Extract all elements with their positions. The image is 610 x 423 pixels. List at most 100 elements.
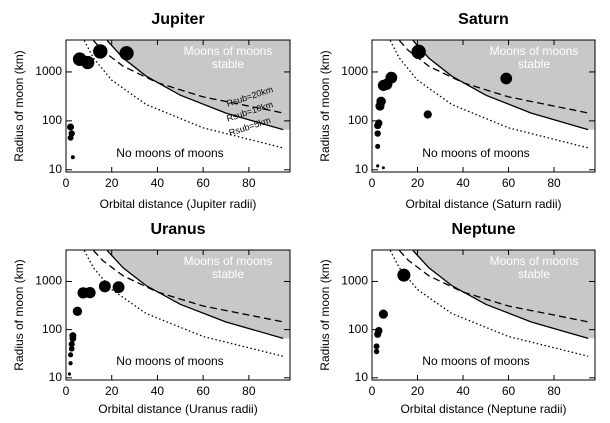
x-axis-label: Orbital distance (Neptune radii)	[400, 402, 566, 416]
moon-point	[385, 71, 398, 84]
moon-point	[375, 326, 383, 335]
x-tick-label: 20	[411, 176, 425, 190]
limit-curve	[412, 40, 589, 131]
axes-frame	[65, 249, 291, 381]
panel-title: Uranus	[150, 221, 205, 238]
x-tick-label: 80	[547, 384, 561, 398]
plot-area	[389, 40, 595, 149]
x-tick-label: 20	[411, 384, 425, 398]
stable-region	[107, 250, 290, 339]
y-tick-label: 10	[49, 162, 63, 176]
x-tick-label: 60	[502, 176, 516, 190]
moon-point	[376, 96, 386, 107]
unstable-label: No moons of moons	[116, 146, 223, 160]
moon-point	[375, 143, 381, 149]
y-tick-label: 1000	[35, 274, 62, 288]
moon-point	[67, 123, 75, 131]
x-tick-label: 0	[369, 384, 376, 398]
stable-region	[412, 250, 595, 339]
x-tick-label: 80	[242, 384, 256, 398]
moon-point	[84, 287, 96, 299]
moon-point	[374, 122, 382, 130]
moon-point	[411, 44, 426, 60]
y-tick-label: 100	[348, 322, 368, 336]
y-axis-label: Radius of moon (km)	[318, 259, 332, 370]
y-axis-label: Radius of moon (km)	[12, 259, 26, 370]
x-tick-label: 40	[456, 176, 470, 190]
limit-curve	[106, 250, 284, 339]
moon-point	[374, 130, 381, 137]
x-tick-label: 60	[196, 384, 210, 398]
x-tick-label: 80	[242, 176, 256, 190]
panel-title: Neptune	[452, 221, 516, 238]
x-tick-label: 20	[105, 176, 119, 190]
plot-area	[389, 250, 595, 357]
panel: 0 20 40 60 80 10 100 1000 Saturn Orbital distance…	[318, 11, 596, 211]
moon-point	[373, 343, 380, 350]
moon-point	[119, 46, 134, 61]
y-tick-label: 10	[355, 162, 369, 176]
x-axis-label: Orbital distance (Jupiter radii)	[100, 197, 257, 211]
x-axis-label: Orbital distance (Saturn radii)	[405, 197, 561, 211]
x-axis-label: Orbital distance (Uranus radii)	[98, 402, 257, 416]
x-tick-label: 40	[151, 384, 165, 398]
panel-title: Saturn	[458, 11, 509, 28]
x-tick-label: 0	[63, 384, 70, 398]
axes-frame	[65, 39, 291, 173]
moon-point	[68, 130, 75, 137]
y-tick-label: 100	[42, 322, 62, 336]
axes-frame	[371, 249, 596, 381]
stable-label: Moons of moons	[490, 44, 579, 58]
y-tick-label: 1000	[341, 64, 368, 78]
panel: 0 20 40 60 80 10 100 1000 Neptune Orbital distanc…	[318, 221, 596, 416]
moon-point	[423, 110, 432, 119]
moon-point	[68, 345, 75, 352]
moon-point	[81, 55, 95, 70]
unstable-label: No moons of moons	[116, 354, 223, 368]
stable-label: stable	[212, 267, 244, 281]
moon-point	[373, 348, 380, 355]
x-tick-label: 60	[502, 384, 516, 398]
x-tick-label: 60	[196, 176, 210, 190]
moon-point	[93, 44, 108, 59]
unstable-label: No moons of moons	[422, 354, 529, 368]
y-tick-label: 1000	[35, 64, 62, 78]
limit-curve	[389, 250, 589, 357]
stable-region	[412, 40, 595, 130]
moon-point	[70, 155, 75, 160]
limit-curve	[398, 40, 589, 114]
panel-title: Jupiter	[151, 11, 204, 28]
moon-point	[72, 306, 83, 317]
stable-label: stable	[212, 57, 244, 71]
moon-point	[68, 341, 75, 348]
y-axis-label: Radius of moon (km)	[318, 50, 332, 161]
y-tick-label: 1000	[341, 274, 368, 288]
stable-label: Moons of moons	[184, 254, 273, 268]
x-tick-label: 40	[151, 176, 165, 190]
moon-point	[112, 281, 125, 294]
x-tick-label: 40	[456, 384, 470, 398]
x-tick-label: 0	[369, 176, 376, 190]
axes-frame	[371, 39, 596, 173]
limit-curve	[412, 250, 589, 339]
panel: 0 20 40 60 80 10 100 1000 Uranus Orbital distance…	[12, 221, 291, 416]
y-axis-label: Radius of moon (km)	[12, 50, 26, 161]
stable-label: Moons of moons	[490, 254, 579, 268]
limit-curve	[83, 40, 284, 149]
moon-point	[68, 352, 74, 358]
moon-point	[381, 166, 385, 170]
plot-area	[83, 250, 290, 357]
y-tick-label: 100	[42, 113, 62, 127]
y-tick-label: 100	[348, 113, 368, 127]
stable-label: stable	[518, 57, 550, 71]
y-tick-label: 10	[355, 370, 369, 384]
limit-curve	[92, 250, 284, 323]
moon-point	[397, 268, 411, 282]
stable-label: Moons of moons	[184, 44, 273, 58]
moon-point	[69, 332, 77, 340]
limit-curve	[389, 40, 589, 149]
x-tick-label: 0	[63, 176, 70, 190]
limit-curve	[83, 250, 284, 357]
moon-point	[378, 309, 388, 319]
